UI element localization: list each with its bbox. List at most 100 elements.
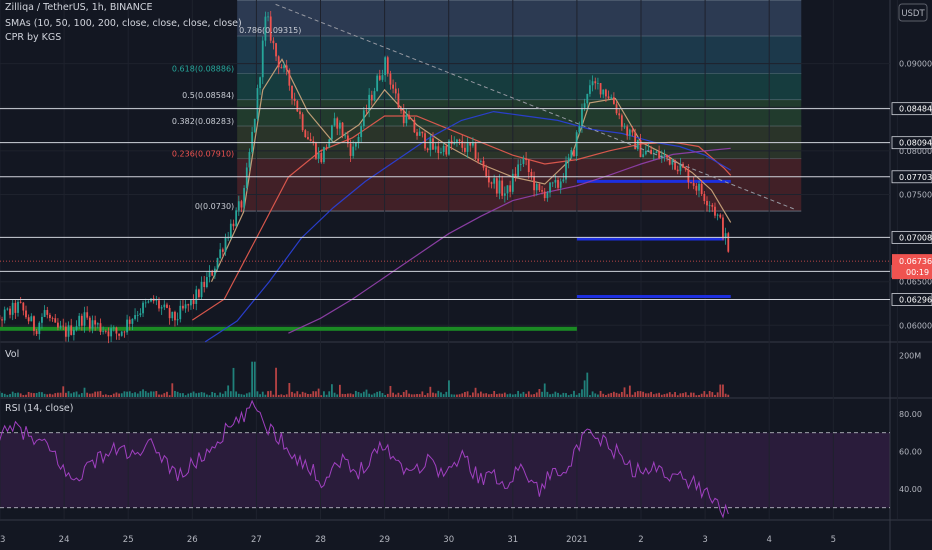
candle-body-28 [54, 318, 57, 323]
volume-bar-132 [331, 384, 333, 397]
volume-bar-99 [243, 394, 246, 397]
volume-bar-182 [464, 391, 466, 397]
candle-body-15 [19, 301, 22, 303]
volume-bar-54 [123, 391, 126, 397]
candle-body-272 [703, 194, 706, 201]
candle-body-76 [182, 305, 184, 309]
candle-body-113 [280, 67, 283, 69]
candle-body-122 [304, 130, 307, 138]
candle-body-231 [594, 81, 597, 84]
volume-bar-249 [642, 391, 645, 397]
volume-bar-216 [554, 391, 557, 397]
candle-body-111 [275, 43, 277, 57]
candle-body-277 [716, 214, 719, 216]
candle-body-125 [312, 141, 315, 143]
volume-bar-150 [378, 391, 381, 397]
candle-body-79 [190, 300, 192, 306]
candle-body-244 [628, 129, 631, 136]
volume-bar-278 [719, 384, 722, 397]
candle-body-69 [163, 304, 166, 308]
candle-body-36 [75, 326, 78, 330]
volume-bar-138 [346, 393, 349, 397]
volume-bar-111 [275, 367, 277, 397]
volume-bar-195 [498, 393, 501, 397]
volume-bar-281 [727, 394, 730, 397]
volume-bar-40 [86, 392, 89, 397]
currency-button[interactable]: USDT [898, 3, 928, 22]
volume-bar-151 [381, 393, 384, 397]
volume-bar-189 [482, 393, 485, 397]
volume-bar-37 [78, 394, 81, 397]
candle-body-257 [663, 154, 666, 156]
volume-bar-137 [344, 394, 347, 397]
candle-body-188 [479, 160, 482, 162]
candle-body-83 [200, 281, 203, 298]
current-price-countdown: 00:19 [906, 268, 929, 277]
price-tick-3: 0.07500 [899, 190, 932, 199]
volume-bar-42 [91, 393, 94, 397]
candle-body-70 [166, 304, 168, 308]
volume-bar-80 [192, 391, 195, 397]
volume-bar-230 [591, 391, 594, 397]
candle-body-26 [49, 314, 51, 318]
candle-body-112 [277, 56, 280, 68]
candle-body-10 [6, 308, 9, 310]
axes: 0.090000.085000.080000.075000.065000.060… [0, 60, 932, 545]
candle-body-106 [261, 40, 264, 78]
volume-bar-160 [405, 390, 408, 397]
level-badge-3 [891, 230, 932, 244]
candle-body-199 [509, 185, 512, 192]
volume-bar-251 [647, 393, 650, 397]
volume-bar-163 [413, 394, 416, 397]
volume-bar-152 [384, 394, 387, 397]
volume-bar-67 [158, 394, 160, 397]
volume-bar-24 [43, 393, 46, 397]
volume-bar-144 [362, 391, 365, 397]
candle-body-74 [176, 319, 179, 321]
volume-bar-194 [495, 394, 498, 397]
candle-body-71 [168, 307, 171, 319]
volume-bar-262 [676, 395, 679, 397]
volume-bar-32 [64, 392, 67, 397]
time-tick-4: 27 [251, 535, 262, 545]
volume-bar-109 [269, 390, 272, 397]
candle-body-137 [344, 135, 347, 137]
candle-body-262 [676, 169, 679, 172]
candle-body-243 [626, 126, 629, 136]
volume-bar-121 [301, 391, 304, 397]
candle-body-48 [107, 331, 110, 337]
candle-body-62 [144, 302, 147, 304]
volume-bar-260 [671, 394, 674, 397]
candle-body-165 [418, 131, 421, 136]
candle-body-53 [120, 331, 123, 336]
candle-body-274 [708, 205, 711, 206]
candle-body-224 [575, 132, 578, 157]
volume-bar-204 [522, 391, 525, 397]
candle-body-130 [325, 146, 328, 148]
candle-body-80 [192, 300, 195, 304]
candle-body-75 [179, 305, 182, 320]
volume-bar-113 [280, 394, 283, 397]
volume-bar-81 [195, 393, 198, 397]
volume-bar-271 [700, 393, 703, 397]
volume-bar-35 [72, 392, 75, 397]
volume-bar-208 [533, 394, 535, 397]
volume-bar-172 [437, 390, 440, 397]
volume-bar-30 [59, 392, 62, 397]
candle-body-33 [67, 325, 70, 337]
volume-bar-89 [216, 395, 219, 397]
volume-bar-71 [168, 395, 171, 397]
rsi-band-fill [0, 432, 890, 508]
candle-body-241 [620, 115, 623, 127]
candle-body-263 [679, 163, 682, 172]
volume-bar-155 [392, 392, 394, 397]
fib-zone-1 [237, 36, 802, 74]
volume-bar-202 [517, 390, 520, 397]
candle-body-41 [88, 317, 91, 329]
candle-body-186 [474, 142, 477, 159]
candle-body-194 [495, 178, 498, 194]
candle-body-30 [59, 325, 62, 328]
candle-body-155 [392, 84, 394, 89]
volume-bar-108 [267, 391, 269, 397]
